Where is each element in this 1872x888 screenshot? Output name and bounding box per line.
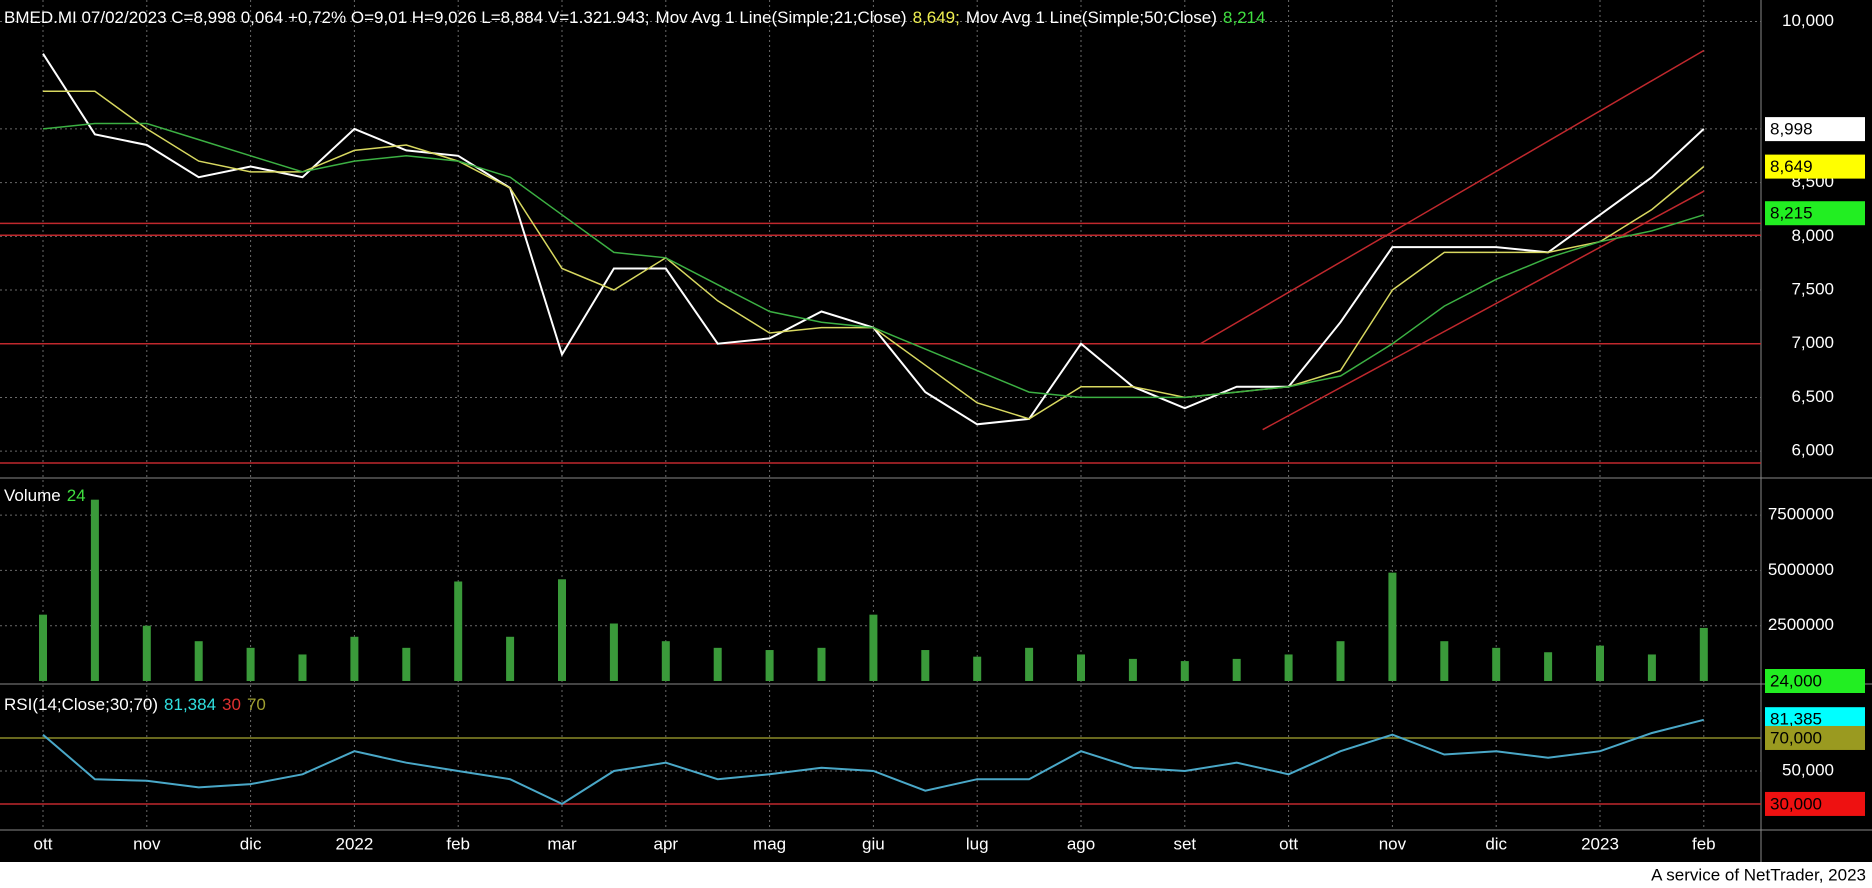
volume-bar xyxy=(1596,645,1604,681)
volume-bar xyxy=(246,647,255,681)
volume-bar xyxy=(194,641,203,681)
title-part: Mov Avg 1 Line(Simple;21;Close) xyxy=(656,8,907,27)
x-tick-label: giu xyxy=(862,834,885,853)
footer-bar xyxy=(0,862,1872,888)
y-tick-label: 8,000 xyxy=(1791,226,1834,245)
volume-bar xyxy=(506,636,515,681)
x-tick-label: apr xyxy=(654,834,679,853)
volume-bar xyxy=(90,499,99,681)
axis-tag xyxy=(1765,117,1865,142)
panel-title: BMED.MI 07/02/2023 C=8,998 0,064 +0,72% … xyxy=(4,8,1265,27)
volume-bar xyxy=(609,623,618,681)
y-tick-label: 7500000 xyxy=(1768,505,1834,524)
volume-bar xyxy=(1077,654,1085,681)
trend-line xyxy=(1262,190,1705,431)
axis-tag xyxy=(1765,791,1865,816)
y-tick-label: 2500000 xyxy=(1768,615,1834,634)
x-tick-label: dic xyxy=(1485,834,1507,853)
title-part: 24 xyxy=(67,486,86,505)
volume-bar xyxy=(1492,647,1501,681)
volume-bar xyxy=(973,656,982,681)
axis-tag-label: 8,998 xyxy=(1770,120,1813,139)
volume-bar xyxy=(1128,658,1137,681)
footer-text: A service of NetTrader, 2023 xyxy=(1651,865,1866,884)
y-tick-label: 7,500 xyxy=(1791,280,1834,299)
x-tick-label: lug xyxy=(966,834,989,853)
volume-bar xyxy=(1699,627,1708,681)
axis-tag-label: 81,385 xyxy=(1770,710,1822,729)
title-part: 30 xyxy=(222,695,241,714)
axis-tag-label: 30,000 xyxy=(1770,794,1822,813)
axis-tag-label: 8,649 xyxy=(1770,157,1813,176)
panel-title: Volume 24 xyxy=(4,486,86,505)
x-tick-label: ott xyxy=(34,834,53,853)
volume-bar xyxy=(1647,654,1656,681)
axis-tag xyxy=(1765,668,1865,693)
panel-title: RSI(14;Close;30;70) 81,384 30 70 xyxy=(4,695,266,714)
axis-tag xyxy=(1765,725,1865,750)
volume-bar xyxy=(1388,572,1397,681)
axis-tag xyxy=(1765,154,1865,179)
x-tick-label: nov xyxy=(1379,834,1407,853)
x-tick-label: feb xyxy=(1692,834,1716,853)
volume-bar xyxy=(1025,647,1034,681)
volume-bar xyxy=(1544,652,1553,681)
axis-tag-label: 8,215 xyxy=(1770,204,1813,223)
x-tick-label: ago xyxy=(1067,834,1095,853)
volume-bar xyxy=(350,636,359,681)
volume-bar xyxy=(142,625,151,681)
volume-bar xyxy=(921,650,930,681)
title-part: BMED.MI 07/02/2023 C=8,998 0,064 +0,72% … xyxy=(4,8,650,27)
title-part: RSI(14;Close;30;70) xyxy=(4,695,158,714)
title-part: Mov Avg 1 Line(Simple;50;Close) xyxy=(966,8,1217,27)
volume-bar xyxy=(402,647,411,681)
title-part: 8,649; xyxy=(913,8,960,27)
y-tick-label: 5000000 xyxy=(1768,560,1834,579)
x-tick-label: nov xyxy=(133,834,161,853)
volume-bar xyxy=(1180,661,1189,681)
volume-bar xyxy=(765,650,774,681)
volume-bar xyxy=(1284,654,1293,681)
volume-bar xyxy=(661,641,670,681)
axis-tag-label: 24,000 xyxy=(1770,671,1822,690)
trend-line xyxy=(1199,49,1705,345)
volume-bar xyxy=(39,614,47,681)
x-tick-label: feb xyxy=(446,834,470,853)
axis-tag-label: 70,000 xyxy=(1770,728,1822,747)
title-part: 70 xyxy=(247,695,266,714)
series-line xyxy=(42,122,1705,399)
title-part: 81,384 xyxy=(164,695,216,714)
volume-bar xyxy=(817,647,826,681)
x-tick-label: set xyxy=(1173,834,1196,853)
volume-bar xyxy=(454,581,463,681)
volume-bar xyxy=(558,579,566,681)
volume-bar xyxy=(869,614,878,681)
volume-bar xyxy=(1232,658,1241,681)
x-tick-label: 2023 xyxy=(1581,834,1619,853)
x-tick-label: mar xyxy=(547,834,577,853)
series-line xyxy=(42,718,1705,806)
y-tick-label: 6,500 xyxy=(1791,387,1834,406)
y-tick-label: 50,000 xyxy=(1782,760,1834,779)
y-tick-label: 6,000 xyxy=(1791,441,1834,460)
x-tick-label: dic xyxy=(240,834,262,853)
x-tick-label: 2022 xyxy=(335,834,373,853)
volume-bar xyxy=(1336,641,1345,681)
axis-tag xyxy=(1765,201,1865,226)
title-part: Volume xyxy=(4,486,61,505)
y-tick-label: 7,000 xyxy=(1791,333,1834,352)
title-part: 8,214 xyxy=(1223,8,1266,27)
y-tick-label: 10,000 xyxy=(1782,11,1834,30)
x-tick-label: mag xyxy=(753,834,786,853)
volume-bar xyxy=(1440,641,1449,681)
x-tick-label: ott xyxy=(1279,834,1298,853)
volume-bar xyxy=(713,647,722,681)
volume-bar xyxy=(298,654,307,681)
